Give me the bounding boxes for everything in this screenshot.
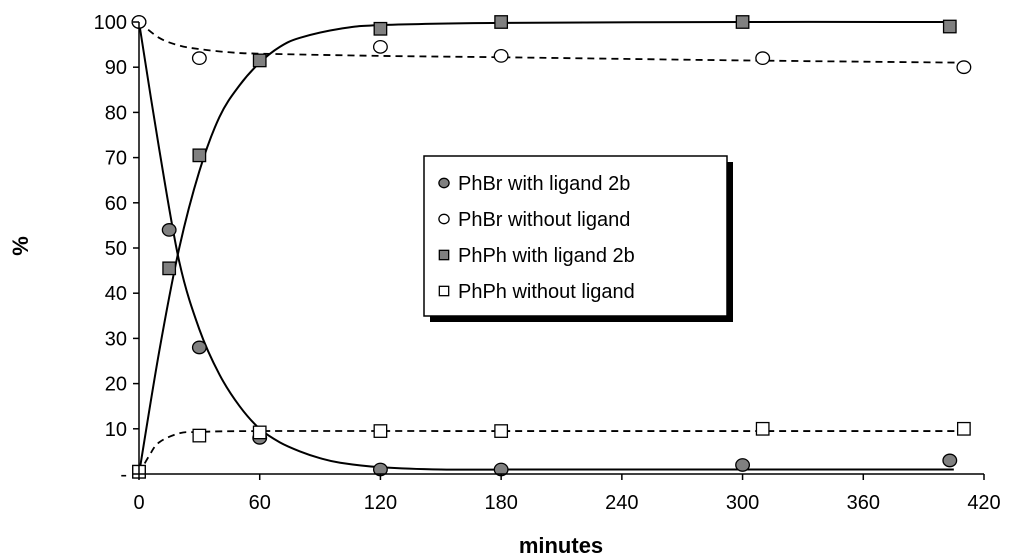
x-axis-title: minutes — [519, 533, 603, 557]
series-2-point — [494, 15, 509, 29]
legend-label-3: PhPh without ligand — [458, 281, 635, 303]
series-3-point — [494, 424, 509, 438]
legend-marker-0 — [438, 177, 450, 189]
series-1-point — [191, 51, 207, 66]
y-tick-label: 80 — [105, 102, 127, 124]
series-2-point — [942, 19, 957, 34]
axes — [133, 21, 985, 480]
x-tick-label: 240 — [605, 492, 638, 514]
x-tick-label: 420 — [967, 492, 1000, 514]
series-1-point — [956, 60, 972, 75]
series-3-point — [192, 428, 207, 443]
tick-labels: - 10 20 30 40 50 60 70 80 90 100 0 60 120 180 240 300 360… — [94, 12, 1001, 514]
x-tick-label: 180 — [484, 492, 517, 514]
y-tick-label: 30 — [105, 328, 127, 350]
series-3-point — [956, 421, 971, 436]
y-tick-label: 60 — [105, 193, 127, 215]
series-2-point — [735, 15, 750, 29]
legend-box — [423, 155, 728, 317]
y-tick-label: 40 — [105, 283, 127, 305]
series-0-point — [735, 458, 751, 472]
series-0-point — [161, 223, 177, 237]
series-3-point — [373, 424, 388, 438]
x-tick-label: 60 — [249, 492, 271, 514]
y-tick-label: 70 — [105, 148, 127, 170]
series-0-point — [191, 340, 207, 355]
y-tick-label: 20 — [105, 374, 127, 396]
series-2-point — [252, 53, 267, 68]
series-1-point — [755, 51, 771, 66]
legend-marker-3 — [438, 285, 450, 297]
series-2-point — [192, 148, 207, 163]
series-line-1 — [138, 21, 964, 64]
legend-marker-2 — [438, 249, 450, 261]
series-2-point — [162, 261, 177, 276]
legend-label-1: PhBr without ligand — [458, 209, 630, 231]
y-tick-label: 100 — [94, 12, 127, 34]
x-tick-label: 300 — [726, 492, 759, 514]
y-axis-title: % — [8, 236, 33, 256]
legend-label-0: PhBr with ligand 2b — [458, 173, 630, 195]
plot-area — [131, 15, 972, 479]
legend-label-2: PhPh with ligand 2b — [458, 245, 635, 267]
series-3-point — [755, 421, 770, 436]
y-tick-label: 10 — [105, 419, 127, 441]
legend-marker-1 — [438, 213, 450, 225]
y-tick-label: 50 — [105, 238, 127, 260]
series-3-point — [252, 425, 267, 440]
series-2-point — [373, 21, 388, 36]
legend: PhBr with ligand 2b PhBr without ligand Ph… — [423, 155, 733, 322]
series-1-point — [493, 49, 509, 63]
y-tick-label: 90 — [105, 57, 127, 79]
x-tick-label: 120 — [364, 492, 397, 514]
x-tick-label: 0 — [133, 492, 144, 514]
series-line-2 — [138, 20, 954, 475]
x-tick-label: 360 — [847, 492, 880, 514]
series-0-point — [942, 453, 958, 468]
y-tick-label: - — [120, 464, 127, 486]
series-line-0 — [138, 21, 954, 471]
series-1-point — [372, 39, 388, 54]
